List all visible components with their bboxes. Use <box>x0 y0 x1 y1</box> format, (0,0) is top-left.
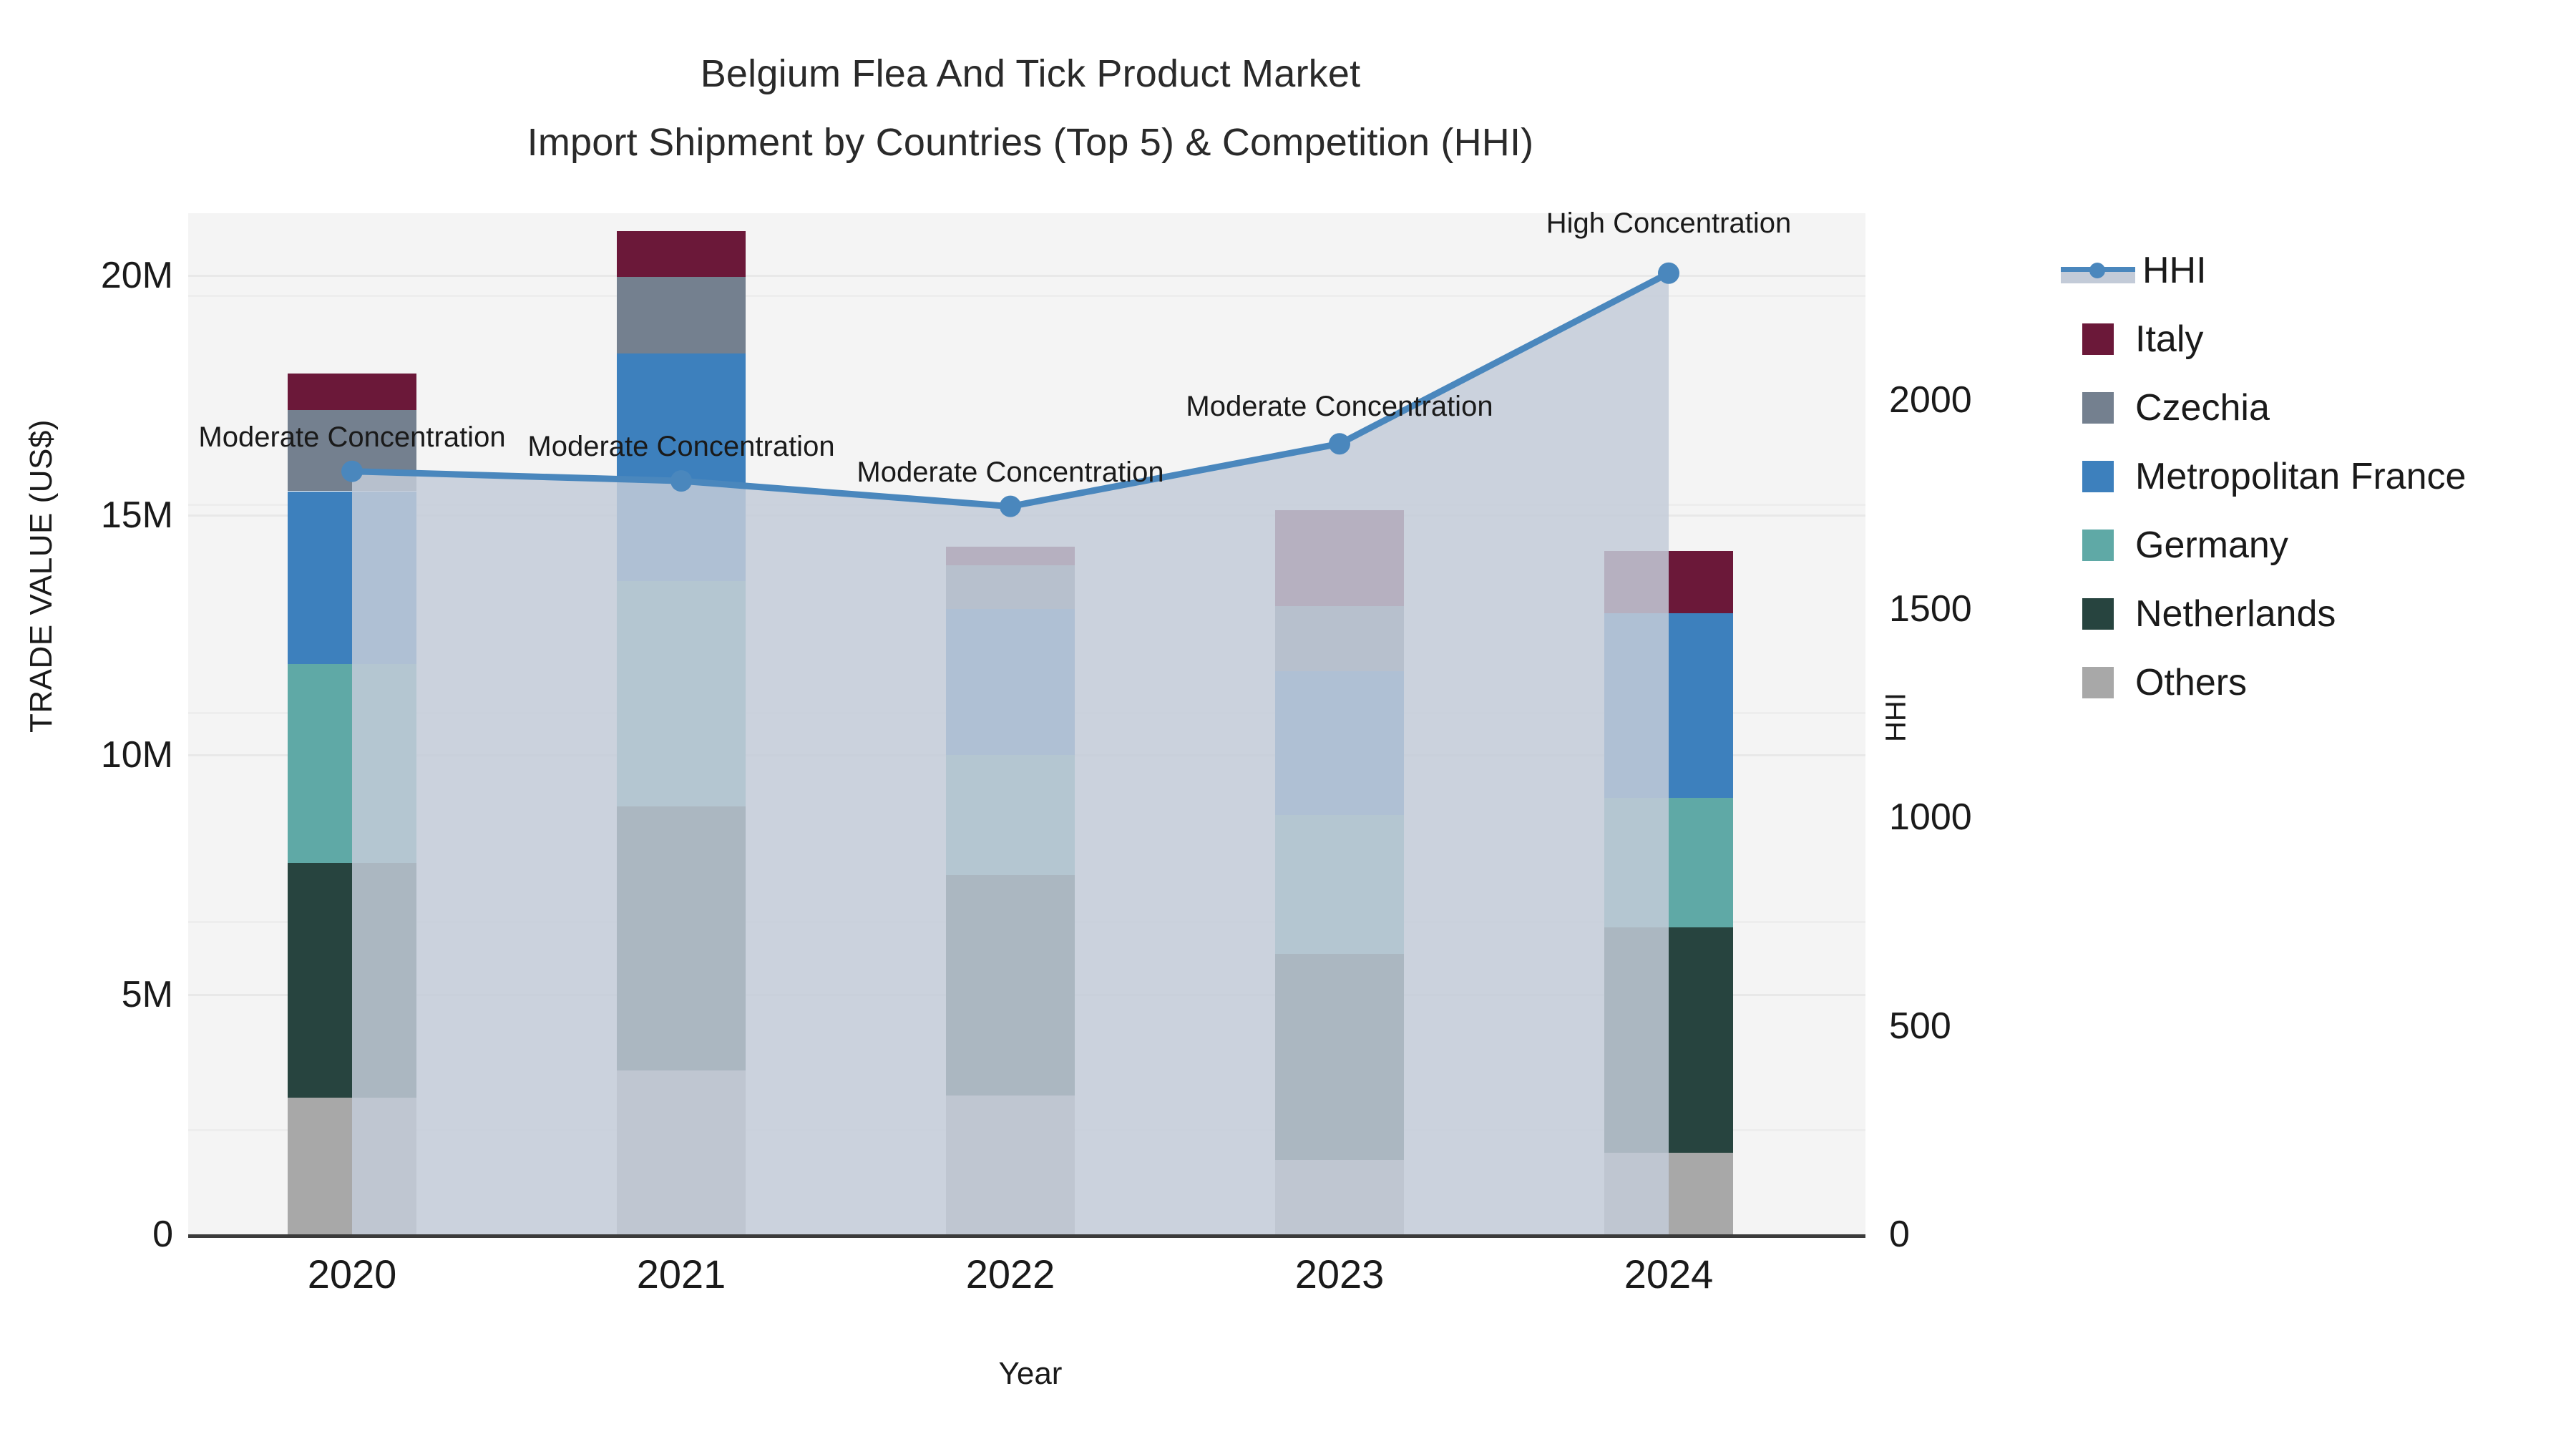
legend-line-key-icon <box>2061 255 2135 286</box>
legend-color-swatch <box>2082 530 2114 561</box>
y-axis-left-tick: 15M <box>100 494 173 536</box>
hhi-annotation: High Concentration <box>1546 207 1792 239</box>
x-axis-tick: 2020 <box>307 1252 397 1297</box>
legend-item-others[interactable]: Others <box>2061 648 2562 717</box>
legend-item-germany[interactable]: Germany <box>2061 511 2562 580</box>
x-axis-tick: 2022 <box>965 1252 1055 1297</box>
y-axis-right-tick: 500 <box>1889 1005 1951 1047</box>
legend-item-netherlands[interactable]: Netherlands <box>2061 580 2562 648</box>
legend-color-swatch <box>2082 598 2114 630</box>
bar-segment[interactable] <box>617 277 746 354</box>
y-axis-left-tick: 10M <box>100 734 173 776</box>
hhi-marker[interactable] <box>341 460 363 482</box>
x-axis-tick: 2024 <box>1624 1252 1714 1297</box>
legend-color-swatch <box>2082 323 2114 355</box>
legend-marker-dot <box>2089 263 2105 278</box>
x-axis-line <box>188 1234 1865 1238</box>
y-axis-right-tick: 1500 <box>1889 587 1972 630</box>
legend-item-label: Others <box>2135 662 2248 703</box>
hhi-annotation: Moderate Concentration <box>198 421 506 453</box>
y-axis-left-tick: 0 <box>152 1214 173 1255</box>
hhi-line-series <box>341 262 1679 1234</box>
legend-item-label: Netherlands <box>2135 593 2336 635</box>
hhi-marker[interactable] <box>1658 262 1679 284</box>
hhi-marker[interactable] <box>670 470 692 492</box>
legend-item-italy[interactable]: Italy <box>2061 305 2562 374</box>
legend-item-label: Germany <box>2135 525 2288 566</box>
y-axis-left-label: TRADE VALUE (US$) <box>24 419 59 733</box>
legend-item-metropolitan-france[interactable]: Metropolitan France <box>2061 442 2562 511</box>
bar-segment[interactable] <box>617 231 746 277</box>
chart-title-line-2: Import Shipment by Countries (Top 5) & C… <box>527 121 1534 164</box>
x-axis-tick: 2021 <box>636 1252 726 1297</box>
hhi-marker[interactable] <box>1000 495 1021 517</box>
bar-segment[interactable] <box>288 374 416 410</box>
legend-item-label: Italy <box>2135 318 2204 360</box>
legend-item-label: Czechia <box>2135 387 2270 429</box>
y-axis-left-tick: 20M <box>100 255 173 296</box>
hhi-area-fill <box>352 273 1669 1234</box>
legend: HHI Italy Czechia Metropolitan France German… <box>2061 236 2562 717</box>
legend-color-swatch <box>2082 667 2114 698</box>
y-axis-right-tick: 1000 <box>1889 796 1972 838</box>
y-axis-left-tick: 5M <box>121 974 173 1015</box>
hhi-annotation: Moderate Concentration <box>1186 391 1493 423</box>
x-axis-tick: 2023 <box>1294 1252 1385 1297</box>
chart-title-line-1: Belgium Flea And Tick Product Market <box>700 52 1361 95</box>
legend-item-label: Metropolitan France <box>2135 456 2467 497</box>
legend-item-czechia[interactable]: Czechia <box>2061 374 2562 442</box>
y-axis-right-tick: 2000 <box>1889 379 1972 421</box>
gridline-minor <box>188 295 1865 298</box>
hhi-annotation: Moderate Concentration <box>857 456 1164 488</box>
legend-item-hhi[interactable]: HHI <box>2061 236 2562 305</box>
gridline <box>188 275 1865 277</box>
legend-color-swatch <box>2082 392 2114 424</box>
hhi-annotation: Moderate Concentration <box>527 431 835 463</box>
hhi-marker[interactable] <box>1329 433 1350 455</box>
legend-item-label: HHI <box>2142 250 2207 291</box>
y-axis-right-tick: 0 <box>1889 1214 1910 1255</box>
x-axis-label: Year <box>998 1356 1063 1391</box>
legend-color-swatch <box>2082 461 2114 492</box>
